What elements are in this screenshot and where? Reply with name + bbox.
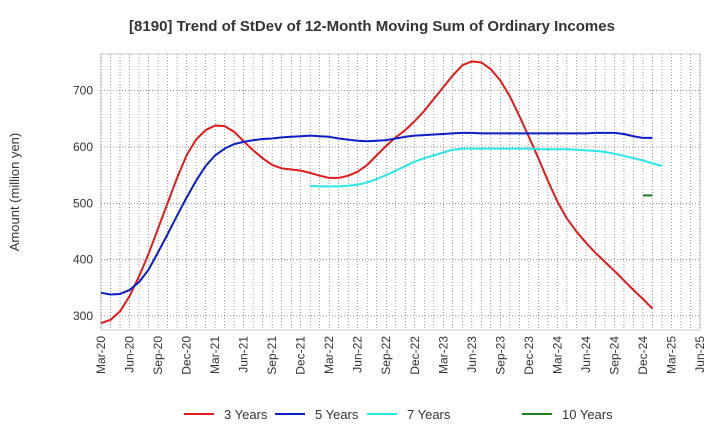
x-tick-label: Sep-20 <box>151 336 165 375</box>
y-tick-label: 400 <box>73 253 93 267</box>
series-line-7-years <box>310 147 663 188</box>
y-tick-label: 600 <box>73 140 93 154</box>
y-tick-label: 500 <box>73 196 93 210</box>
series-line-3-years <box>100 60 654 325</box>
y-tick-labels: 300 400 500 600 700 <box>73 84 93 323</box>
x-tick-label: Jun-20 <box>123 336 137 373</box>
x-tick-label: Mar-25 <box>664 336 678 374</box>
plot-area <box>100 53 701 331</box>
series-line-5-years <box>100 131 653 296</box>
x-tick-label: Mar-20 <box>94 336 108 374</box>
x-tick-label: Dec-23 <box>522 336 536 375</box>
x-tick-label: Dec-21 <box>294 336 308 375</box>
legend-label-3-years: 3 Years <box>224 407 268 422</box>
x-tick-label: Dec-24 <box>636 336 650 375</box>
chart-title: [8190] Trend of StDev of 12-Month Moving… <box>129 18 615 35</box>
x-gridlines <box>100 54 701 330</box>
x-tick-labels: Mar-20 Jun-20 Sep-20 Dec-20 Mar-21 Jun-21 Sep-… <box>94 336 707 375</box>
y-axis-label: Amount (million yen) <box>7 133 22 252</box>
x-tick-label: Dec-22 <box>408 336 422 375</box>
x-tick-label: Jun-24 <box>579 336 593 373</box>
y-tick-label: 300 <box>73 309 93 323</box>
x-tick-label: Sep-23 <box>493 336 507 375</box>
legend-label-10-years: 10 Years <box>562 407 613 422</box>
legend: 3 Years 5 Years 7 Years 10 Years <box>184 407 613 422</box>
y-gridlines <box>101 90 700 317</box>
x-tick-label: Sep-24 <box>607 336 621 375</box>
legend-label-7-years: 7 Years <box>407 407 451 422</box>
x-tick-label: Mar-22 <box>322 336 336 374</box>
x-tick-label: Jun-22 <box>351 336 365 373</box>
x-tick-label: Mar-24 <box>550 336 564 374</box>
x-tick-label: Jun-23 <box>465 336 479 373</box>
y-tick-label: 700 <box>73 84 93 98</box>
legend-label-5-years: 5 Years <box>315 407 359 422</box>
series-lines <box>100 60 663 325</box>
x-tick-label: Sep-21 <box>265 336 279 375</box>
x-tick-label: Dec-20 <box>180 336 194 375</box>
x-tick-label: Jun-25 <box>693 336 707 373</box>
x-tick-label: Sep-22 <box>379 336 393 375</box>
x-tick-label: Jun-21 <box>237 336 251 373</box>
x-tick-label: Mar-23 <box>436 336 450 374</box>
x-tick-label: Mar-21 <box>208 336 222 374</box>
